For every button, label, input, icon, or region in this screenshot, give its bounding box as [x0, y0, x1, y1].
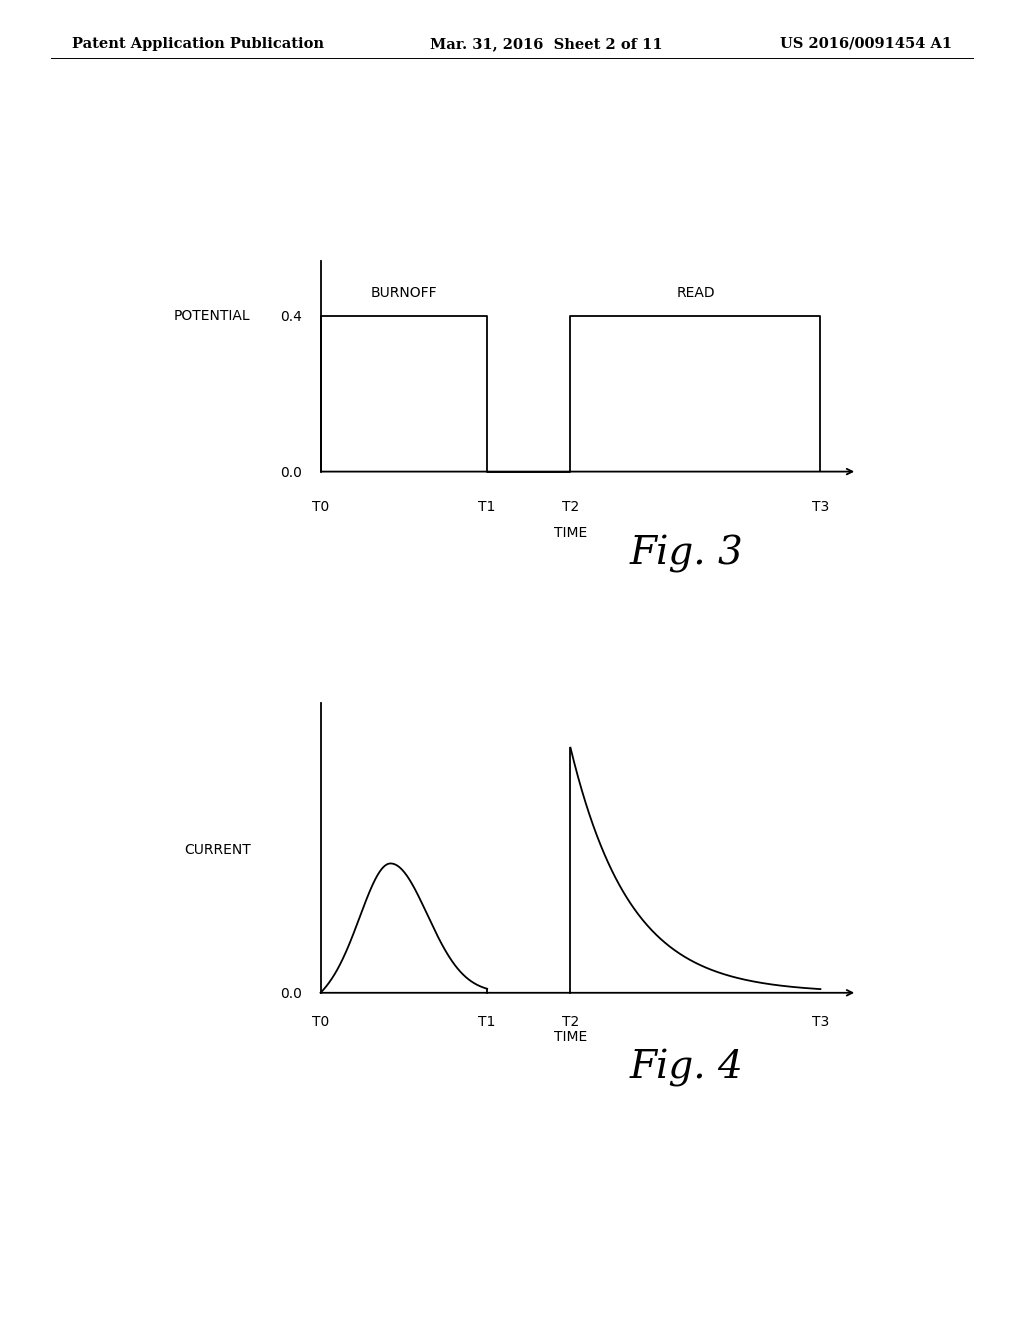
- Text: Fig. 4: Fig. 4: [629, 1049, 743, 1088]
- Text: BURNOFF: BURNOFF: [371, 286, 437, 300]
- Text: US 2016/0091454 A1: US 2016/0091454 A1: [780, 37, 952, 51]
- Text: Fig. 3: Fig. 3: [629, 535, 743, 573]
- Text: TIME: TIME: [554, 1030, 587, 1044]
- Text: Mar. 31, 2016  Sheet 2 of 11: Mar. 31, 2016 Sheet 2 of 11: [430, 37, 663, 51]
- Text: READ: READ: [676, 286, 715, 300]
- Text: Patent Application Publication: Patent Application Publication: [72, 37, 324, 51]
- Text: POTENTIAL: POTENTIAL: [174, 309, 251, 322]
- Text: CURRENT: CURRENT: [183, 842, 251, 857]
- Text: TIME: TIME: [554, 527, 587, 540]
